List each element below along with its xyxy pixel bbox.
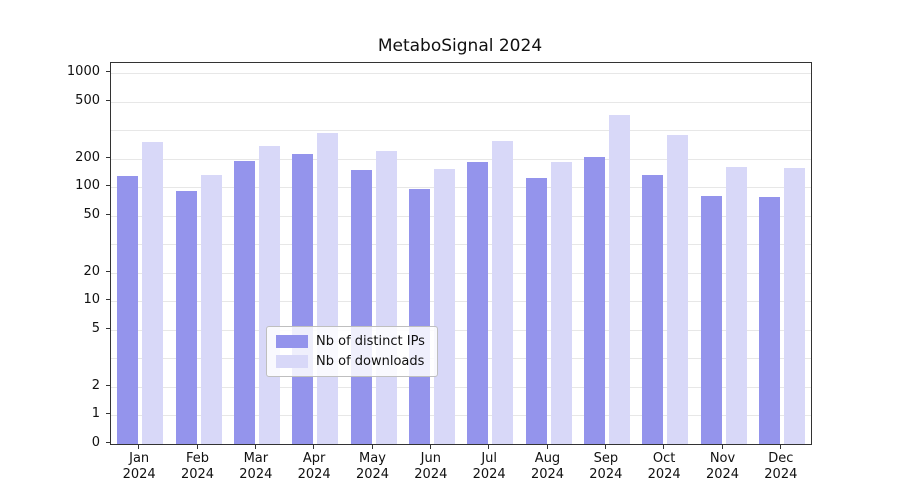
bar-downloads-dec xyxy=(783,167,805,444)
x-tick-label: Oct 2024 xyxy=(647,451,681,483)
y-tick-mark xyxy=(106,442,111,443)
gridline xyxy=(111,301,811,303)
y-tick-label: 50 xyxy=(83,206,100,222)
x-tick-label: Nov 2024 xyxy=(705,451,740,483)
chart-title: MetaboSignal 2024 xyxy=(377,36,543,56)
bar-distinct-ips-aug xyxy=(525,177,547,444)
gridline xyxy=(111,130,811,132)
gridline xyxy=(111,244,811,246)
y-tick-label: 200 xyxy=(75,149,100,165)
x-tick-mark xyxy=(371,444,373,449)
x-tick-label: Apr 2024 xyxy=(297,451,331,483)
x-tick-mark xyxy=(721,444,723,449)
x-tick-mark xyxy=(313,444,315,449)
x-tick-mark xyxy=(138,444,140,449)
bar-downloads-feb xyxy=(200,174,222,444)
gridline xyxy=(111,158,811,160)
x-tick-label: Jul 2024 xyxy=(472,451,506,483)
x-tick-label: Jan 2024 xyxy=(122,451,156,483)
x-tick-label: Feb 2024 xyxy=(180,451,215,483)
x-tick-mark xyxy=(488,444,490,449)
y-tick-label: 1000 xyxy=(66,63,100,79)
bar-distinct-ips-jan xyxy=(117,176,139,444)
y-tick-mark xyxy=(106,185,111,187)
legend-entry-distinct-ips: Nb of distinct IPs xyxy=(276,334,425,349)
plot-area xyxy=(110,62,812,445)
bar-downloads-jan xyxy=(142,142,164,444)
x-tick-label: May 2024 xyxy=(355,451,390,483)
x-tick-mark xyxy=(196,444,198,449)
bar-downloads-jul xyxy=(492,141,514,444)
y-tick-label: 100 xyxy=(75,178,100,194)
bar-distinct-ips-dec xyxy=(758,197,780,444)
gridline xyxy=(111,272,811,274)
y-tick-mark xyxy=(106,270,111,272)
x-tick-mark xyxy=(663,444,665,449)
legend: Nb of distinct IPs Nb of downloads xyxy=(266,326,438,377)
bar-distinct-ips-jun xyxy=(408,189,430,444)
y-tick-mark xyxy=(106,299,111,301)
bar-distinct-ips-oct xyxy=(642,174,664,444)
bar-downloads-jun xyxy=(433,169,455,444)
x-tick-label: Sep 2024 xyxy=(589,451,623,483)
x-tick-mark xyxy=(604,444,606,449)
bar-downloads-sep xyxy=(608,115,630,444)
y-tick-mark xyxy=(106,99,111,101)
y-tick-mark xyxy=(106,413,111,415)
bar-distinct-ips-mar xyxy=(233,160,255,444)
bar-downloads-may xyxy=(375,151,397,444)
x-tick-label: Aug 2024 xyxy=(530,451,565,483)
y-tick-label: 2 xyxy=(91,377,100,393)
gridline xyxy=(111,101,811,103)
y-tick-mark xyxy=(106,327,111,329)
y-tick-label: 10 xyxy=(83,292,100,308)
legend-label-distinct-ips: Nb of distinct IPs xyxy=(316,334,425,349)
legend-swatch-downloads xyxy=(276,355,308,368)
gridline xyxy=(111,415,811,417)
x-tick-mark xyxy=(254,444,256,449)
y-tick-mark xyxy=(106,213,111,215)
y-tick-label: 5 xyxy=(91,320,100,336)
legend-swatch-distinct-ips xyxy=(276,335,308,348)
bar-distinct-ips-may xyxy=(350,170,372,444)
y-tick-label: 0 xyxy=(91,435,100,450)
y-tick-label: 20 xyxy=(83,263,100,279)
y-tick-label: 1 xyxy=(91,406,100,422)
x-tick-label: Mar 2024 xyxy=(239,451,273,483)
x-tick-mark xyxy=(429,444,431,449)
gridline xyxy=(111,358,811,360)
legend-label-downloads: Nb of downloads xyxy=(316,354,425,369)
gridline xyxy=(111,215,811,217)
bar-downloads-nov xyxy=(725,166,747,444)
y-tick-mark xyxy=(106,384,111,386)
bar-downloads-mar xyxy=(258,145,280,444)
bar-distinct-ips-jul xyxy=(467,161,489,444)
x-tick-label: Jun 2024 xyxy=(414,451,448,483)
bar-distinct-ips-apr xyxy=(292,154,314,444)
bar-downloads-aug xyxy=(550,161,572,444)
gridline xyxy=(111,187,811,189)
x-tick-mark xyxy=(546,444,548,449)
gridline xyxy=(111,72,811,74)
bar-downloads-apr xyxy=(317,133,339,444)
bar-distinct-ips-sep xyxy=(583,157,605,444)
y-tick-mark xyxy=(106,70,111,72)
gridline xyxy=(111,386,811,388)
gridline xyxy=(111,329,811,331)
bar-distinct-ips-feb xyxy=(175,191,197,444)
legend-entry-downloads: Nb of downloads xyxy=(276,354,425,369)
x-tick-label: Dec 2024 xyxy=(764,451,798,483)
y-tick-label: 500 xyxy=(75,92,100,108)
x-tick-mark xyxy=(779,444,781,449)
y-tick-mark xyxy=(106,156,111,158)
bar-distinct-ips-nov xyxy=(700,196,722,444)
bar-downloads-oct xyxy=(667,135,689,444)
